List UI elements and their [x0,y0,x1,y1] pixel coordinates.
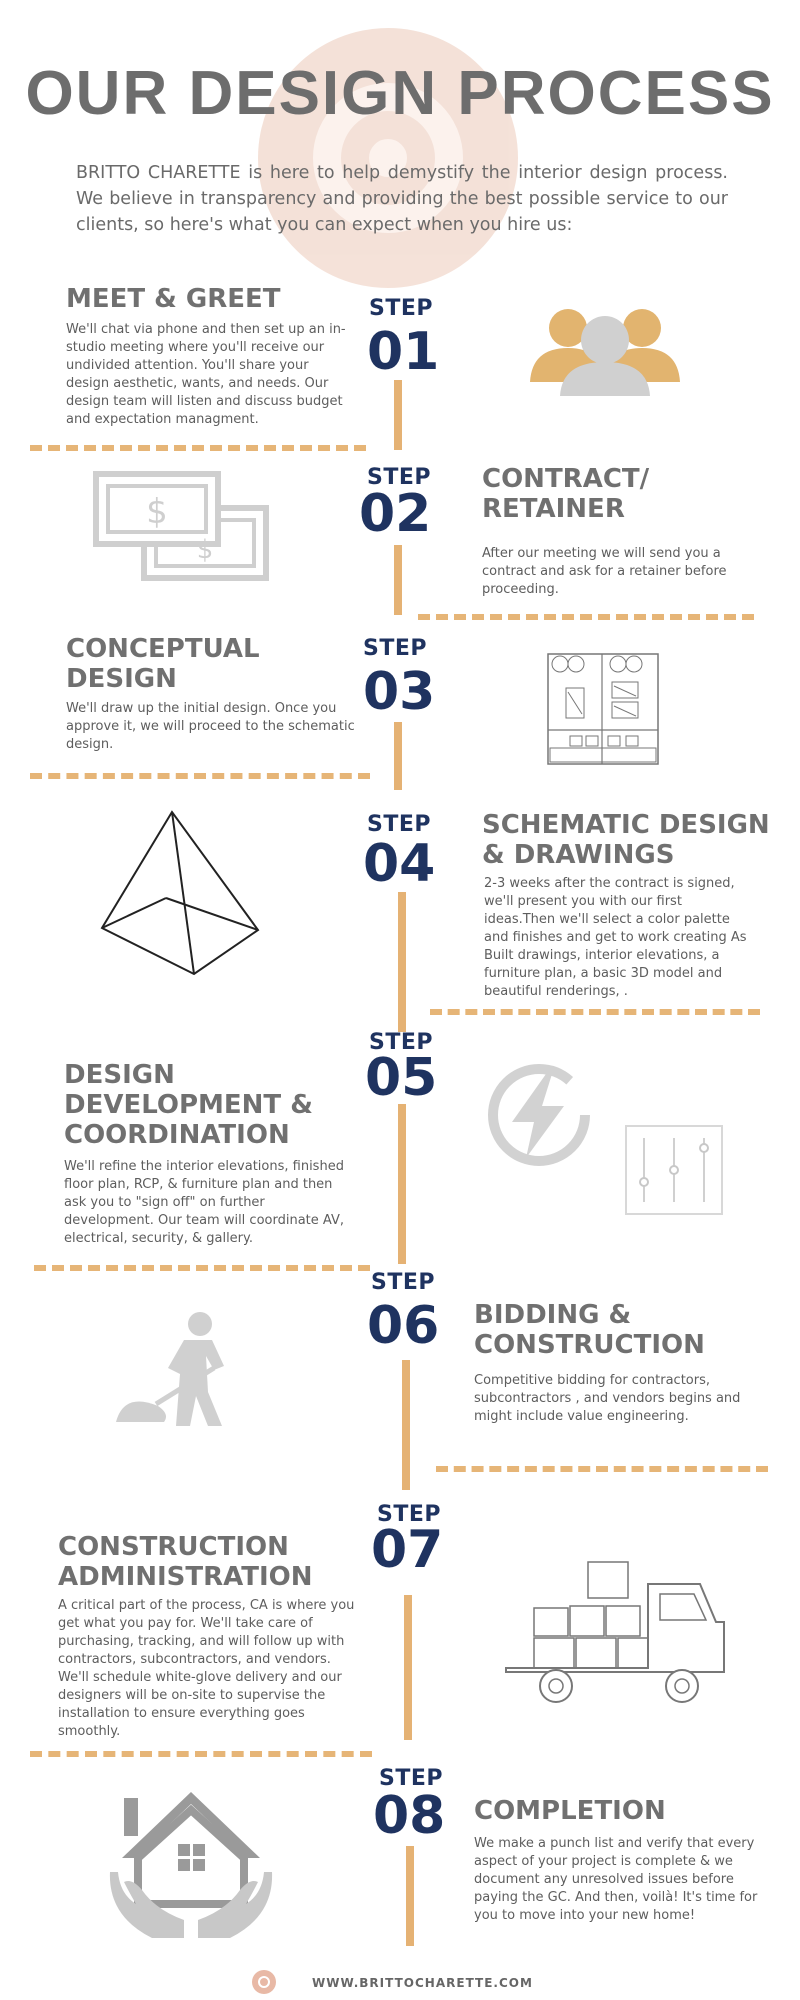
timeline-segment [398,1104,406,1264]
dollar-symbol: $ [146,492,168,532]
step-2-number: 02 [359,484,432,544]
timeline-segment [406,1846,414,1946]
step-6-body: Competitive bidding for contractors, sub… [474,1373,741,1424]
logo-watermark [258,28,518,288]
step-2-body: After our meeting we will send you a con… [482,546,727,597]
footer-website-link[interactable]: WWW.BRITTOCHARETTE.COM [312,1976,533,1990]
step-6-title: BIDDING & CONSTRUCTION [474,1300,705,1360]
floor-plan-icon [547,653,659,765]
pyramid-icon [100,810,260,976]
step-1-number: 01 [367,322,440,382]
step-7-title: CONSTRUCTION ADMINISTRATION [58,1532,313,1592]
worker-shovel-icon [116,1312,224,1426]
timeline-segment [394,722,402,790]
step-5-label: STEP [369,1030,434,1055]
step-5-number: 05 [365,1048,438,1108]
step-6-number: 06 [367,1296,440,1356]
divider [30,445,366,451]
divider [418,614,754,620]
step-2-label: STEP [367,465,432,490]
divider [34,1265,370,1271]
step-4-label: STEP [367,812,432,837]
page-title: OUR DESIGN PROCESS [25,59,775,128]
step-3-title: CONCEPTUAL DESIGN [66,634,260,694]
timeline-segment [394,380,402,450]
divider [30,773,370,779]
step-3-body: We'll draw up the initial design. Once y… [66,701,355,752]
step-7-number: 07 [371,1520,444,1580]
timeline-segment [398,892,406,1032]
step-7-label: STEP [377,1502,442,1527]
step-8-number: 08 [373,1786,446,1846]
divider [30,1751,372,1757]
timeline-segment [404,1595,412,1740]
dollar-symbol: $ [197,535,214,565]
timeline-segment [394,545,402,615]
step-8-label: STEP [379,1766,444,1791]
step-1-body: We'll chat via phone and then set up an … [66,322,346,427]
step-3-number: 03 [363,662,436,722]
people-icon [530,309,680,396]
intro-paragraph: BRITTO CHARETTE is here to help demystif… [76,163,728,235]
step-1-title: MEET & GREET [66,284,281,314]
delivery-truck-icon [505,1561,725,1703]
step-3-label: STEP [363,636,428,661]
step-6-label: STEP [371,1270,436,1295]
divider [430,1009,760,1015]
footer-logo-icon [252,1970,276,1994]
step-4-body: 2-3 weeks after the contract is signed, … [484,876,747,999]
step-4-number: 04 [363,834,436,894]
step-1-label: STEP [369,296,434,321]
house-hands-icon [109,1792,273,1938]
step-8-title: COMPLETION [474,1796,666,1826]
divider [436,1466,768,1472]
sliders-icon [625,1125,723,1215]
step-7-body: A critical part of the process, CA is wh… [58,1598,355,1739]
step-5-title: DESIGN DEVELOPMENT & COORDINATION [64,1060,313,1150]
step-2-title: CONTRACT/ RETAINER [482,464,650,524]
step-4-title: SCHEMATIC DESIGN & DRAWINGS [482,810,770,870]
dollar-bills-icon: $ $ [93,471,269,581]
timeline-segment [402,1360,410,1490]
lightning-icon [488,1064,590,1166]
step-5-body: We'll refine the interior elevations, fi… [64,1159,344,1246]
step-8-body: We make a punch list and verify that eve… [474,1836,758,1923]
